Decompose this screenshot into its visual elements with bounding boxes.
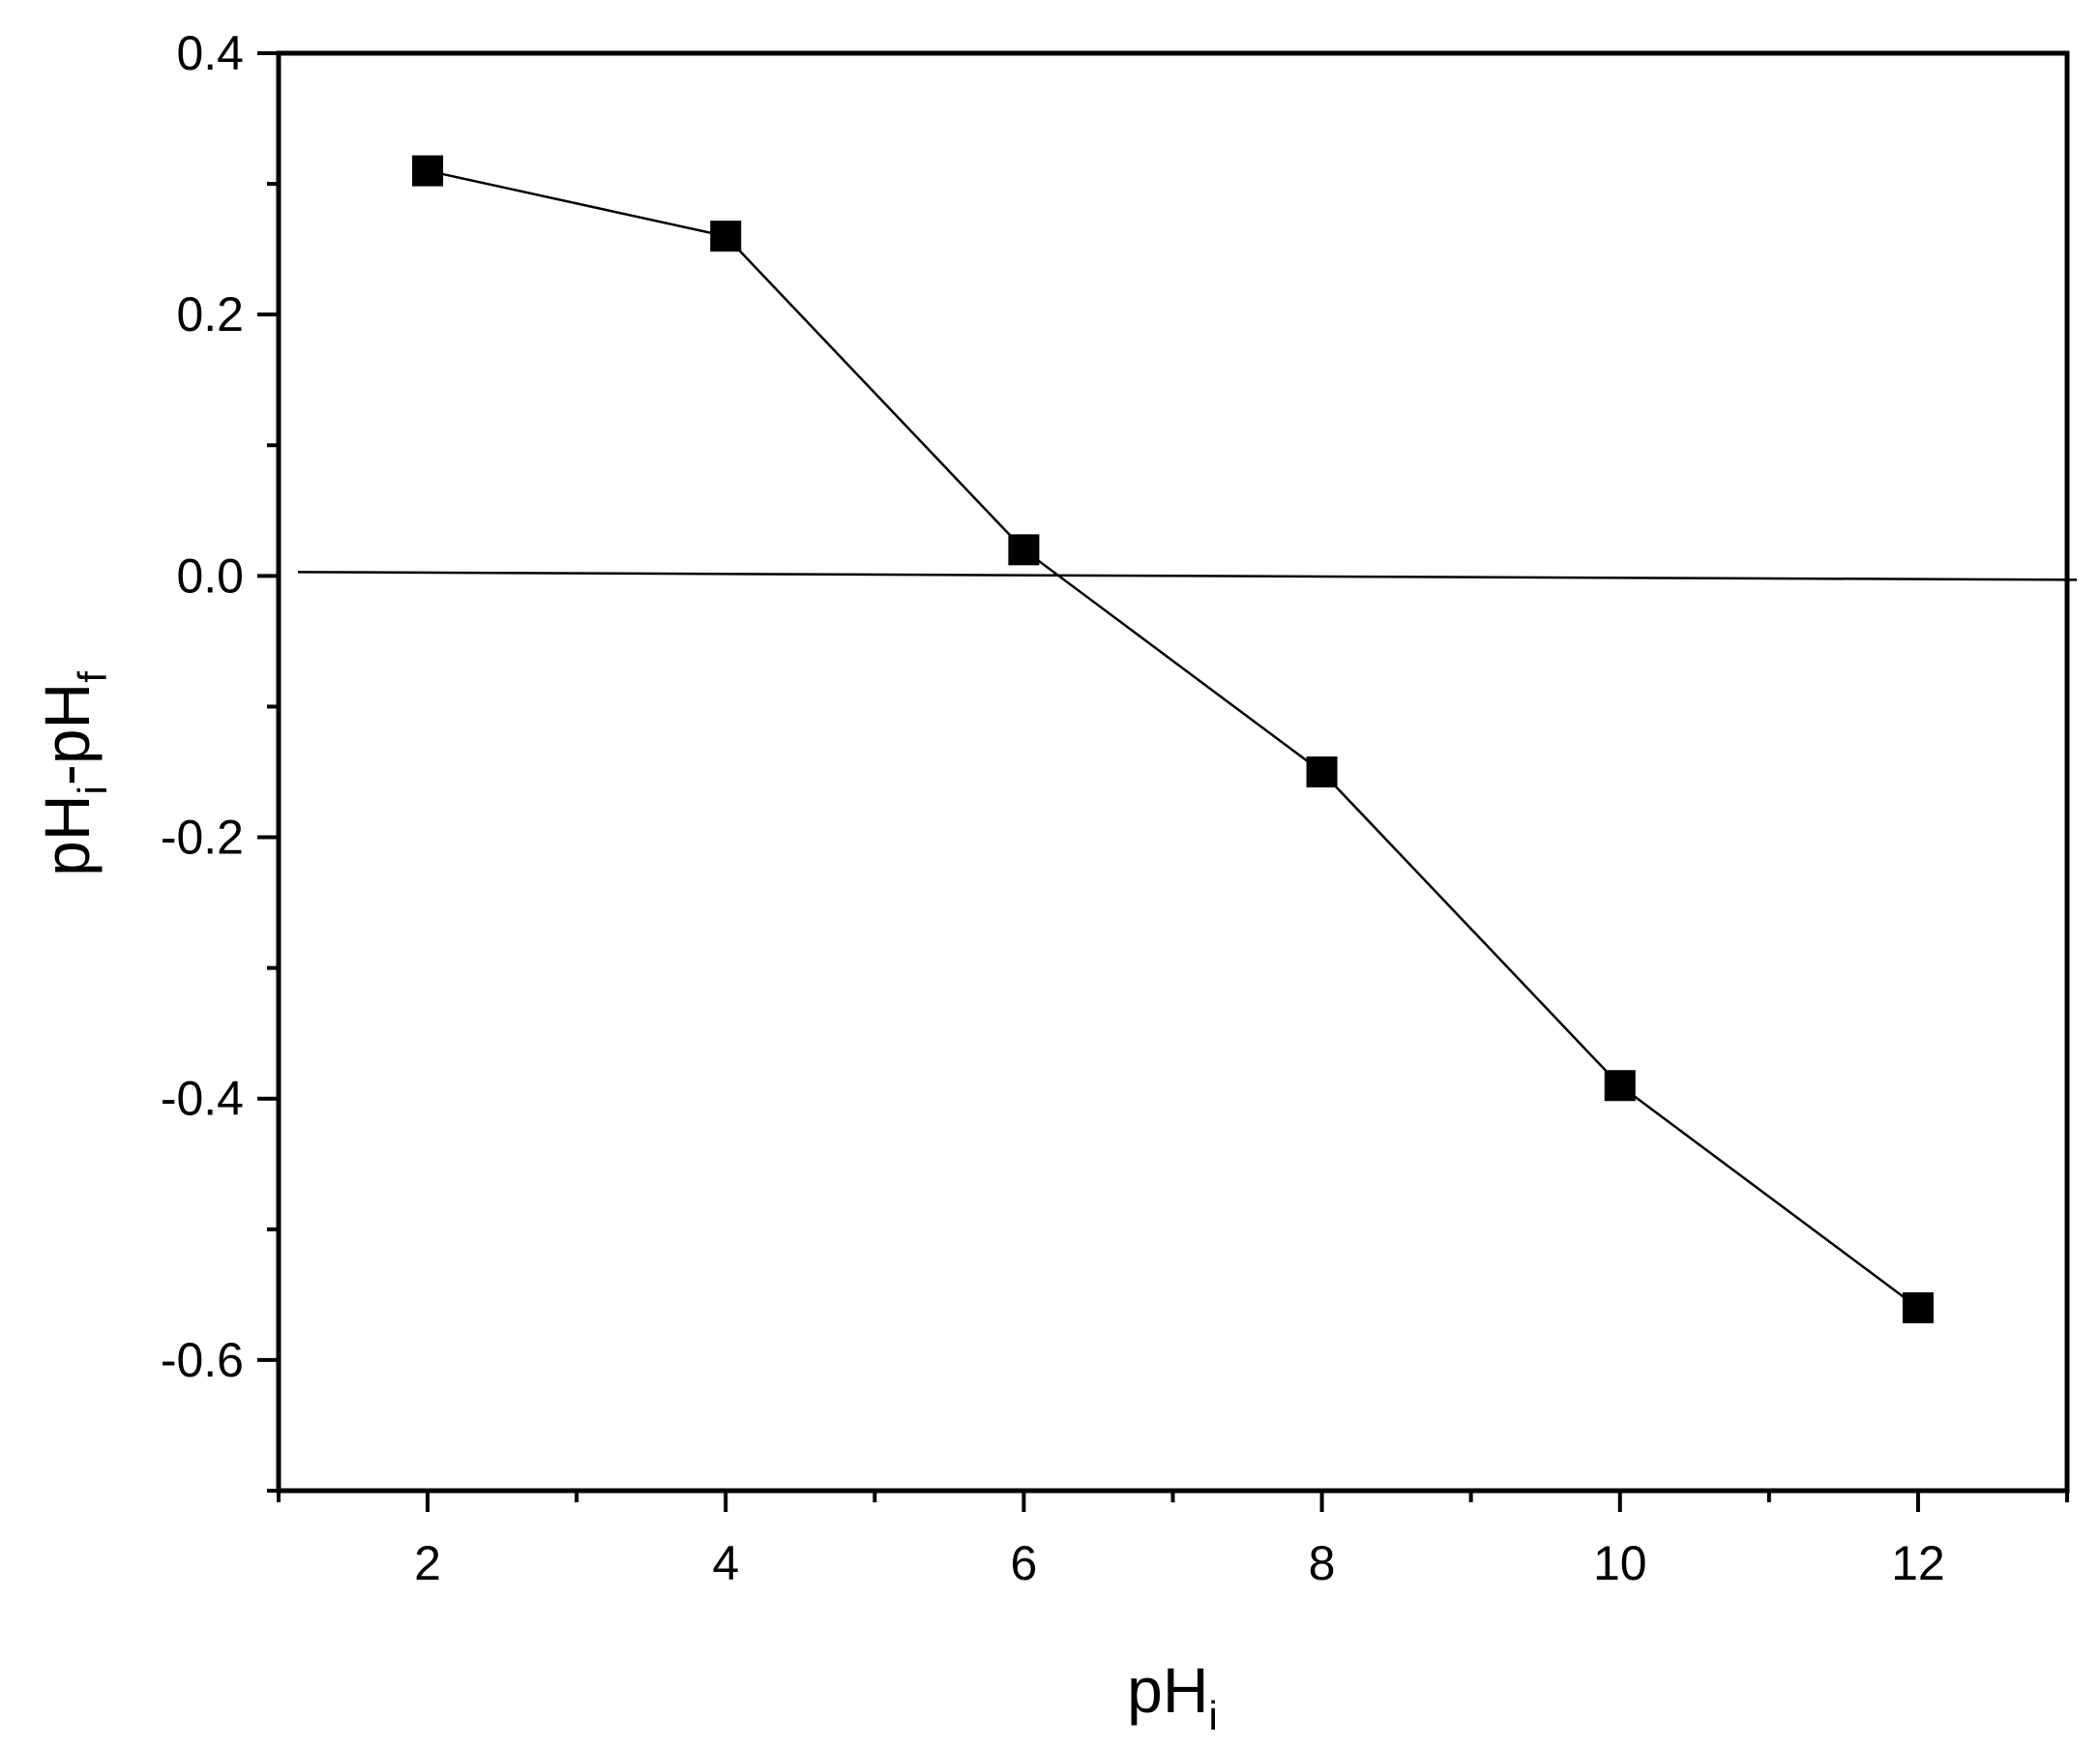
data-point-marker (412, 155, 444, 187)
y-axis-title: pHi-pHf (31, 671, 115, 876)
y-tick-label: 0.4 (176, 26, 244, 80)
x-axis-title-base: pH (1127, 1654, 1208, 1726)
y-tick-label: -0.6 (161, 1333, 244, 1387)
y-tick-label: -0.4 (161, 1072, 244, 1126)
plot-area-frame (276, 50, 2070, 1494)
x-tick-label: 6 (1011, 1536, 1038, 1590)
x-tick-label: 2 (414, 1536, 441, 1590)
data-point-marker (1604, 1070, 1636, 1102)
y-axis-title-sub-2: f (70, 671, 115, 683)
y-axis-title-separator: - (31, 764, 103, 785)
data-point-marker (1008, 534, 1040, 566)
data-point-marker (710, 221, 742, 252)
series-line (427, 169, 1919, 1309)
y-axis-title-base-2: pH (31, 683, 103, 764)
data-point-marker (1902, 1291, 1934, 1323)
x-tick-label: 12 (1891, 1536, 1945, 1590)
data-point-marker (1306, 756, 1338, 787)
x-tick-label: 8 (1309, 1536, 1336, 1590)
x-axis-title: pHi (1127, 1654, 1218, 1738)
x-tick-label: 10 (1593, 1536, 1647, 1590)
y-tick-label: 0.0 (176, 548, 244, 603)
y-axis-title-base-1: pH (31, 795, 103, 876)
zero-reference-line (297, 571, 2078, 581)
y-tick-label: -0.2 (161, 811, 244, 865)
x-tick-label: 4 (712, 1536, 739, 1590)
y-tick-label: 0.2 (176, 287, 244, 341)
y-axis-title-sub-1: i (70, 785, 115, 794)
x-axis-title-sub: i (1209, 1693, 1218, 1738)
